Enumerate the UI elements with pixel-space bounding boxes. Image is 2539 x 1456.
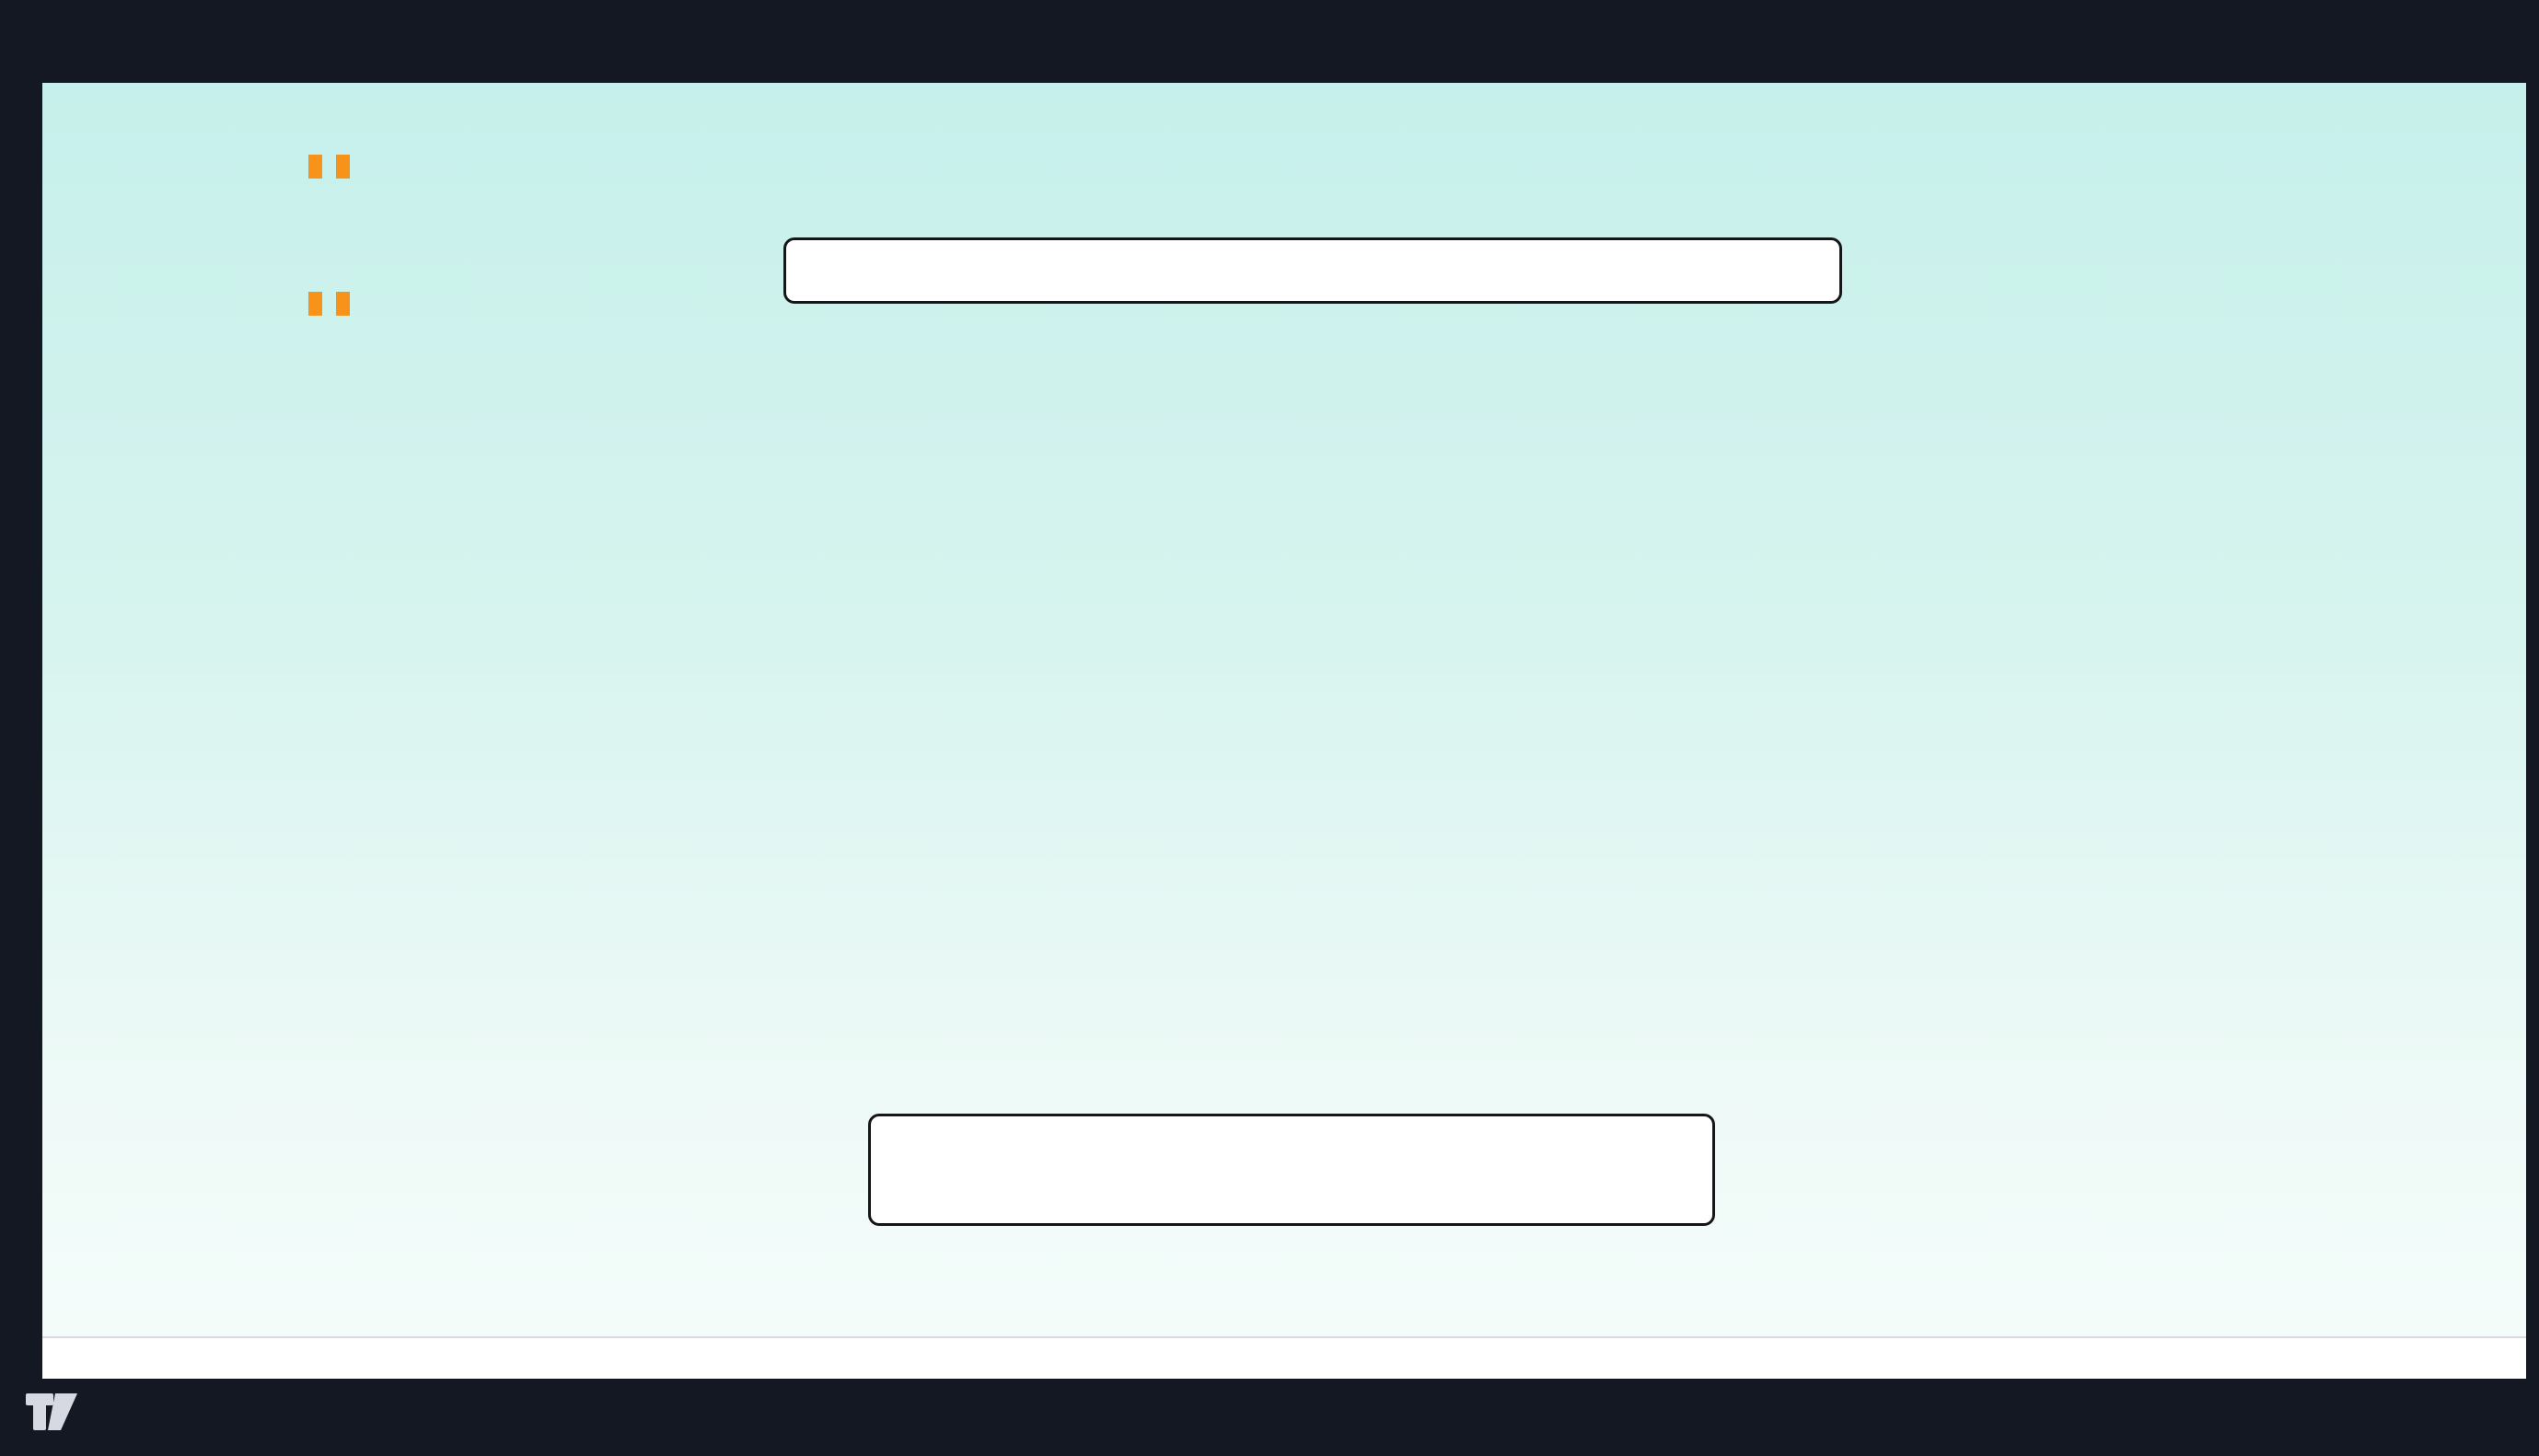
tradingview-logo[interactable] bbox=[24, 1388, 90, 1436]
tradingview-logo-icon bbox=[26, 1393, 77, 1430]
top-annotation-callout bbox=[783, 237, 1842, 304]
bottom-annotation-callout bbox=[868, 1114, 1715, 1226]
price-axis[interactable] bbox=[2381, 83, 2526, 1336]
time-axis[interactable] bbox=[42, 1336, 2526, 1379]
bitcoin-icon bbox=[264, 155, 384, 316]
rlinda-trading-logo bbox=[2101, 134, 2303, 138]
